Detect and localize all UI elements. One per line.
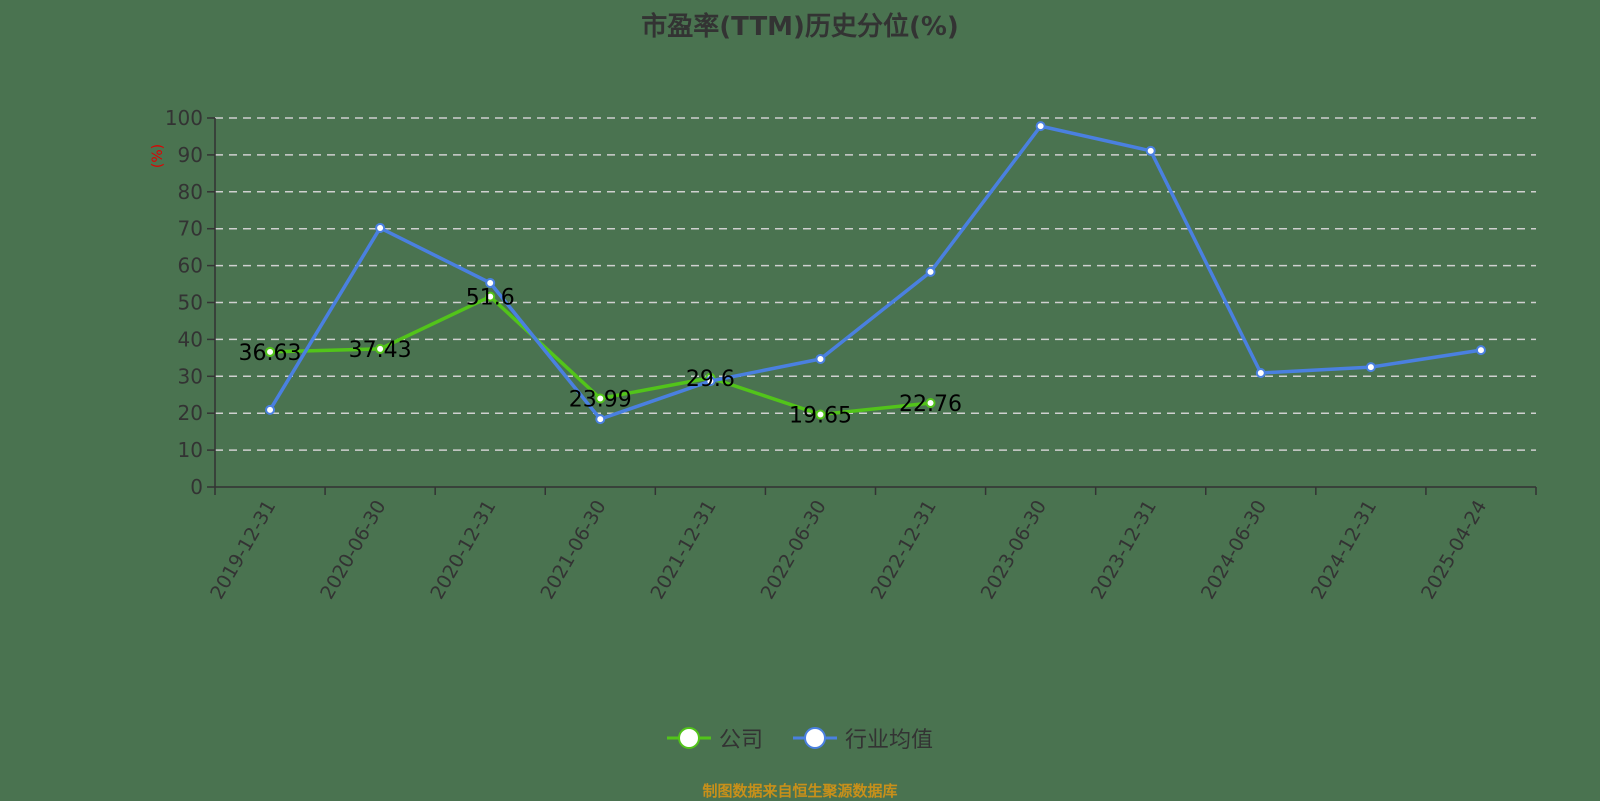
company-legend-icon [666, 727, 711, 749]
data-labels: 36.63 37.43 51.6 23.99 29.6 19.65 22.76 [239, 286, 962, 429]
svg-text:50: 50 [178, 291, 203, 315]
svg-text:2025-04-24: 2025-04-24 [1417, 497, 1491, 604]
grid-lines [215, 117, 1536, 451]
svg-text:40: 40 [178, 327, 203, 351]
svg-text:30: 30 [178, 364, 203, 388]
svg-text:20: 20 [178, 401, 203, 425]
svg-text:2021-12-31: 2021-12-31 [646, 497, 720, 604]
svg-text:2022-12-31: 2022-12-31 [867, 497, 941, 604]
series-lines [265, 121, 1486, 425]
svg-text:90: 90 [178, 143, 203, 167]
svg-text:37.43: 37.43 [349, 338, 412, 363]
svg-text:0: 0 [190, 475, 203, 499]
svg-text:2019-12-31: 2019-12-31 [206, 497, 280, 604]
svg-text:2024-12-31: 2024-12-31 [1307, 497, 1381, 604]
svg-text:100: 100 [165, 106, 203, 130]
chart-title: 市盈率(TTM)历史分位(%) [641, 12, 959, 42]
svg-text:80: 80 [178, 180, 203, 204]
svg-text:2024-06-30: 2024-06-30 [1197, 497, 1271, 604]
svg-text:2022-06-30: 2022-06-30 [757, 497, 831, 604]
industry-legend-icon [793, 727, 837, 749]
svg-text:22.76: 22.76 [899, 392, 962, 417]
svg-text:2020-12-31: 2020-12-31 [426, 497, 500, 604]
line-chart: 0 10 20 30 40 50 60 70 80 90 100 2019-12-31 2020-06… [150, 106, 1537, 604]
y-axis: 0 10 20 30 40 50 60 70 80 90 100 [165, 106, 216, 499]
svg-text:2023-06-30: 2023-06-30 [977, 497, 1051, 604]
svg-text:70: 70 [178, 217, 203, 241]
legend-item-industry[interactable]: 行业均值 [793, 722, 933, 754]
svg-text:2023-12-31: 2023-12-31 [1087, 497, 1161, 604]
svg-text:19.65: 19.65 [789, 403, 852, 428]
svg-text:36.63: 36.63 [239, 341, 302, 366]
legend-label-company: 公司 [718, 728, 763, 753]
y-axis-label: (%) [150, 144, 166, 168]
svg-text:60: 60 [178, 254, 203, 278]
svg-text:10: 10 [178, 438, 203, 462]
legend: 公司 行业均值 [0, 722, 1600, 754]
svg-text:2021-06-30: 2021-06-30 [536, 497, 610, 604]
legend-item-company[interactable]: 公司 [666, 722, 763, 754]
svg-text:23.99: 23.99 [569, 387, 632, 412]
x-axis: 2019-12-31 2020-06-30 2020-12-31 2021-06-30… [206, 486, 1537, 604]
source-note: 制图数据来自恒生聚源数据库 [702, 782, 898, 800]
legend-label-industry: 行业均值 [845, 728, 934, 753]
svg-text:2020-06-30: 2020-06-30 [316, 497, 390, 604]
svg-text:29.6: 29.6 [686, 367, 735, 392]
svg-text:51.6: 51.6 [466, 286, 515, 311]
